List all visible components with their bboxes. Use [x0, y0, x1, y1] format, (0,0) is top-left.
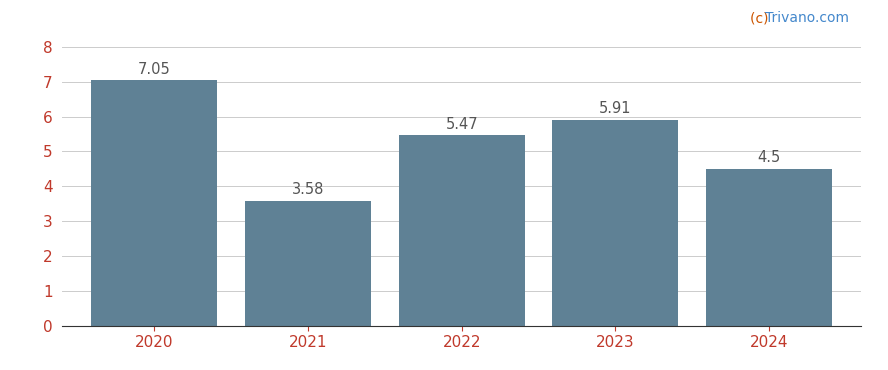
- Bar: [91, 80, 218, 326]
- Text: 5.91: 5.91: [599, 101, 631, 116]
- Text: 7.05: 7.05: [138, 62, 170, 77]
- Text: (c): (c): [750, 11, 773, 25]
- Bar: [245, 201, 371, 326]
- Text: 4.5: 4.5: [757, 151, 781, 165]
- Bar: [399, 135, 525, 326]
- Text: 5.47: 5.47: [446, 117, 478, 132]
- Text: 3.58: 3.58: [292, 182, 324, 198]
- Text: Trivano.com: Trivano.com: [765, 11, 850, 25]
- Bar: [706, 169, 832, 326]
- Bar: [552, 120, 678, 326]
